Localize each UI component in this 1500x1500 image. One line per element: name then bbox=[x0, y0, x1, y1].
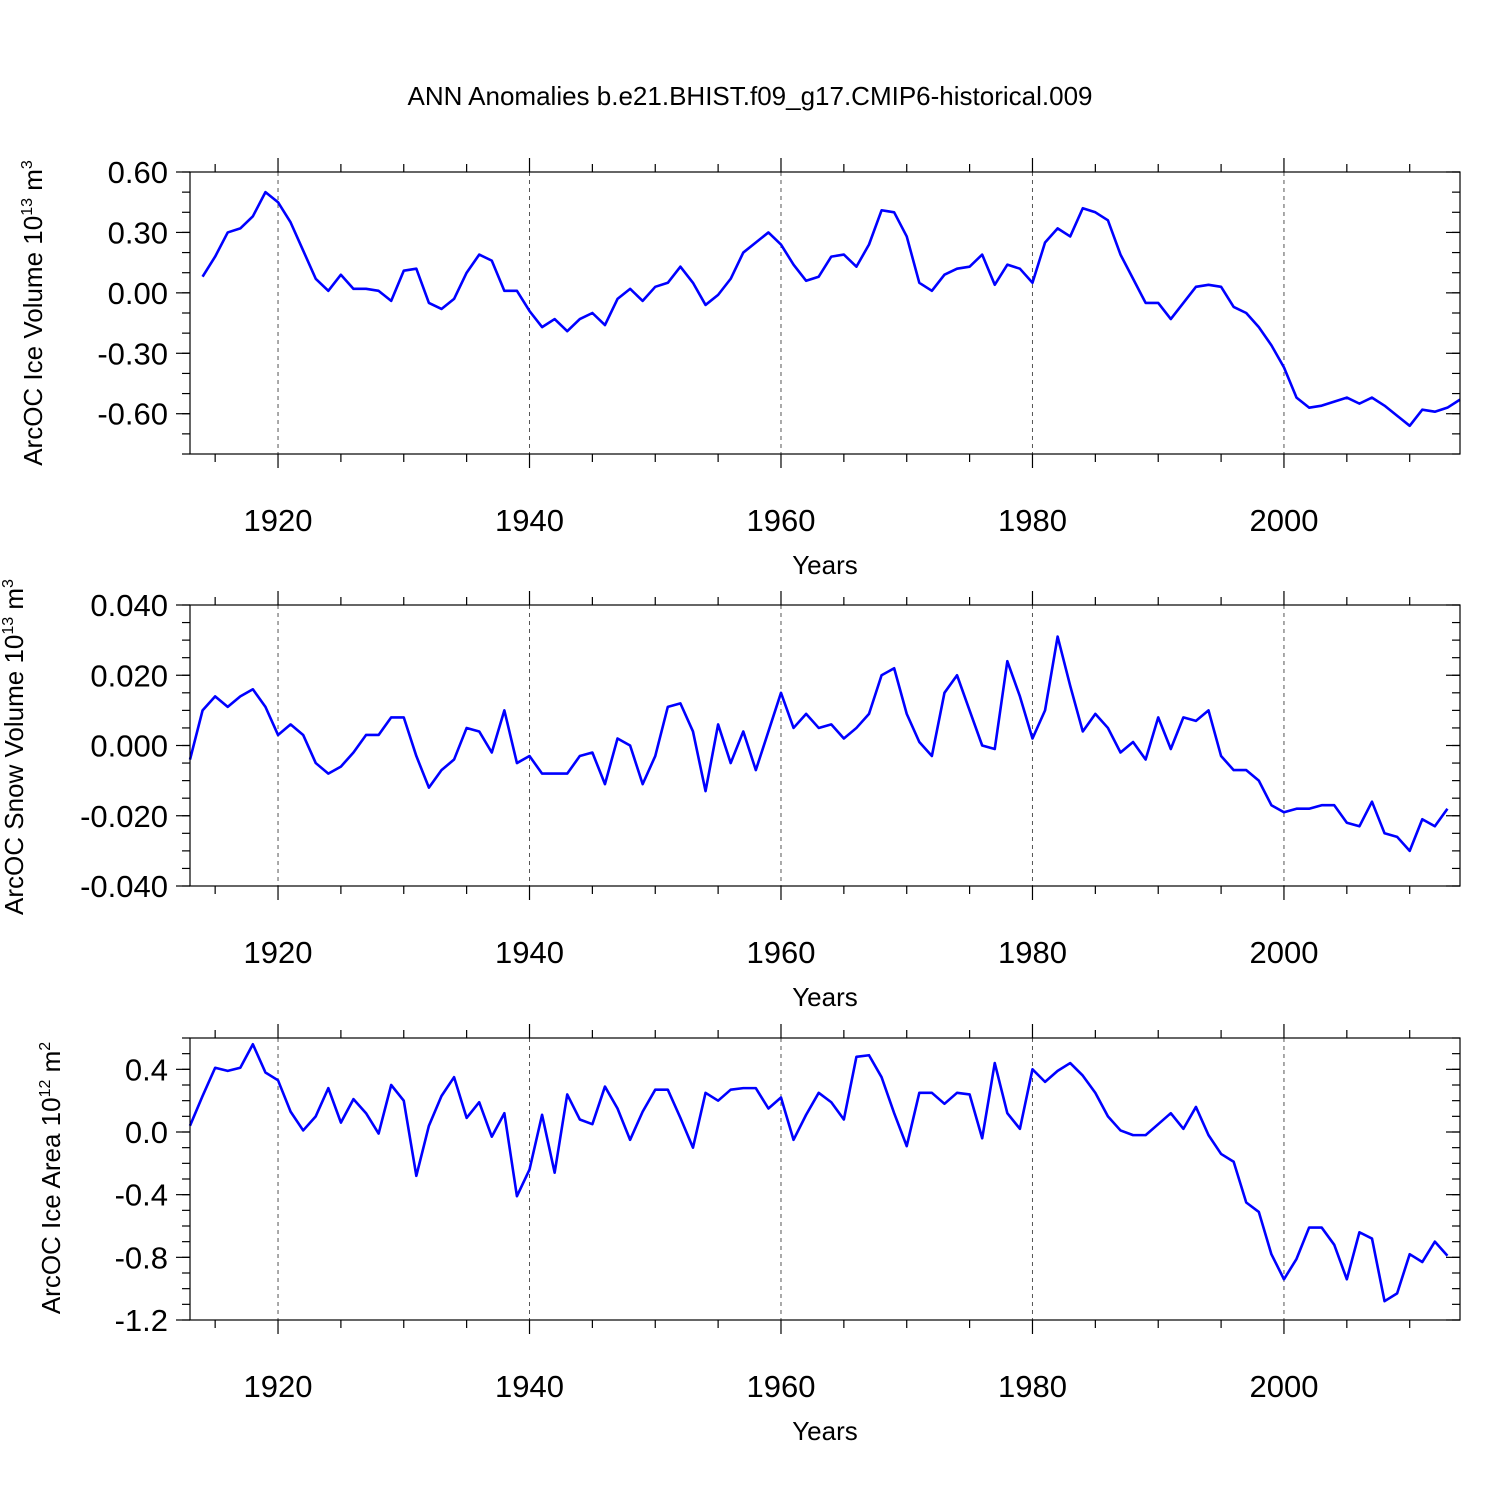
x-tick-label: 1920 bbox=[244, 935, 313, 970]
x-tick-label: 1940 bbox=[495, 1369, 564, 1404]
y-tick-label: -0.040 bbox=[80, 869, 168, 904]
x-tick-label: 1980 bbox=[998, 935, 1067, 970]
y-tick-label: 0.000 bbox=[90, 729, 168, 764]
y-tick-label: 0.0 bbox=[125, 1115, 168, 1150]
y-axis-title-unit: m bbox=[36, 1051, 66, 1080]
y-axis-title-exponent: 12 bbox=[37, 1080, 54, 1098]
y-tick-label: 0.30 bbox=[108, 215, 168, 250]
x-tick-label: 1920 bbox=[244, 503, 313, 538]
x-tick-label: 1980 bbox=[998, 1369, 1067, 1404]
chart-title: ANN Anomalies b.e21.BHIST.f09_g17.CMIP6-… bbox=[407, 81, 1092, 111]
y-axis-title-unit-exponent: 3 bbox=[0, 579, 17, 588]
chart-panel-2: 0.040 0.020 0.000 -0.020 -0.040 1920 1940 1960 1… bbox=[0, 579, 1461, 1012]
y-axis-title-unit-exponent: 3 bbox=[19, 160, 36, 169]
y-axis-title-text: ArcOC Ice Area 10 bbox=[36, 1097, 66, 1314]
x-tick-label: 1980 bbox=[998, 503, 1067, 538]
x-tick-label: 1920 bbox=[244, 1369, 313, 1404]
y-tick-label: -0.60 bbox=[97, 397, 168, 432]
x-tick-label: 2000 bbox=[1249, 503, 1318, 538]
plot-frame bbox=[189, 171, 1461, 455]
plot-frame bbox=[189, 1037, 1461, 1321]
y-tick-label: 0.040 bbox=[90, 588, 168, 623]
x-axis-title: Years bbox=[792, 550, 858, 580]
y-axis-title-text: ArcOC Ice Volume 10 bbox=[18, 216, 48, 466]
x-axis-title: Years bbox=[792, 982, 858, 1012]
x-axis-title: Years bbox=[792, 1416, 858, 1446]
x-tick-label: 2000 bbox=[1249, 1369, 1318, 1404]
y-axis-title: ArcOC Snow Volume 1013 m3 bbox=[0, 579, 29, 915]
x-tick-label: 1940 bbox=[495, 503, 564, 538]
series-line bbox=[188, 1042, 1449, 1303]
chart-panel-3: 0.4 0.0 -0.4 -0.8 -1.2 1920 1940 1960 1980 2000 Ye… bbox=[36, 1024, 1461, 1446]
y-axis-title-exponent: 13 bbox=[0, 617, 17, 635]
chart-panel-1: 0.60 0.30 0.00 -0.30 -0.60 1920 1940 1960 1980 20… bbox=[18, 155, 1461, 580]
y-tick-label: -0.30 bbox=[97, 336, 168, 371]
y-tick-label: -0.020 bbox=[80, 799, 168, 834]
y-tick-label: -0.8 bbox=[115, 1240, 168, 1275]
y-axis-title-unit: m bbox=[18, 169, 48, 198]
y-tick-label: -0.4 bbox=[115, 1178, 168, 1213]
plot-frame bbox=[189, 604, 1461, 887]
x-tick-label: 2000 bbox=[1249, 935, 1318, 970]
x-tick-label: 1940 bbox=[495, 935, 564, 970]
series-line bbox=[188, 635, 1449, 853]
x-tick-label: 1960 bbox=[747, 935, 816, 970]
y-axis-title: ArcOC Ice Area 1012 m2 bbox=[36, 1042, 66, 1314]
y-tick-label: 0.60 bbox=[108, 155, 168, 190]
y-axis-title: ArcOC Ice Volume 1013 m3 bbox=[18, 160, 48, 466]
x-tick-label: 1960 bbox=[747, 1369, 816, 1404]
x-tick-label: 1960 bbox=[747, 503, 816, 538]
y-tick-label: 0.00 bbox=[108, 276, 168, 311]
series-line bbox=[201, 190, 1461, 428]
y-tick-label: 0.020 bbox=[90, 658, 168, 693]
y-axis-title-unit: m bbox=[0, 588, 29, 617]
y-tick-label: -1.2 bbox=[115, 1303, 168, 1338]
y-tick-label: 0.4 bbox=[125, 1052, 168, 1087]
y-axis-title-unit-exponent: 2 bbox=[37, 1042, 54, 1051]
y-axis-title-exponent: 13 bbox=[19, 198, 36, 216]
y-axis-title-text: ArcOC Snow Volume 10 bbox=[0, 635, 29, 915]
